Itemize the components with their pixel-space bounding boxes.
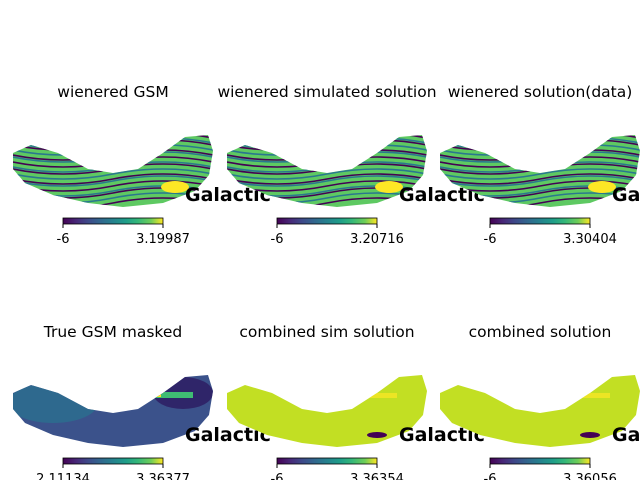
projection-label: Galactic [185,184,271,206]
colorbar [489,217,591,225]
colorbar-min-label: 2.11134 [36,472,90,480]
colorbar [276,457,378,465]
projection-label: Galactic [399,184,485,206]
map-bright-spot [588,181,616,193]
colorbar-max-label: 3.36377 [136,472,190,480]
map-stripe [13,168,213,180]
colorbar-min-label: -6 [271,232,284,247]
colorbar [62,457,164,465]
sky-map [13,135,213,207]
colorbar-max-label: 3.36354 [350,472,404,480]
map-stripe [440,173,640,185]
panel-title: wienered GSM [57,83,168,101]
colorbar-min-label: -6 [484,472,497,480]
map-stripe [227,180,427,192]
sky-map [13,375,213,447]
panel-title: wienered simulated solution [217,83,436,101]
galactic-plane [550,393,610,398]
map-stripe [13,180,213,192]
map-bright-spot [375,181,403,193]
map-stripe [13,173,213,185]
map-panel: combined solution Galactic -6 3.36056 [440,323,640,480]
map-stripe [13,175,213,187]
map-masked-spot [367,432,387,438]
map-stripe [227,135,427,139]
colorbar [489,457,591,465]
colorbar-max-label: 3.36056 [563,472,617,480]
colorbar-max-label: 3.20716 [350,232,404,247]
panel-title: combined sim solution [239,323,414,341]
colorbar-min-label: -6 [271,472,284,480]
galactic-plane [123,392,193,398]
galactic-center [145,393,161,397]
colorbar-max-label: 3.19987 [136,232,190,247]
map-masked-spot [580,432,600,438]
projection-label: Galactic [612,424,640,446]
projection-label: Galactic [185,424,271,446]
map-panel: wienered solution(data) Galactic -6 3.30404 [440,83,640,247]
map-stripe [440,175,640,187]
galactic-plane [337,393,397,398]
map-stripe [440,180,640,192]
map-stripe [227,168,427,180]
colorbar-max-label: 3.30404 [563,232,617,247]
map-region [13,383,98,423]
colorbar [276,217,378,225]
map-stripe [227,175,427,187]
colorbar [62,217,164,225]
panel-title: True GSM masked [43,323,182,341]
map-stripe [227,173,427,185]
colorbar-min-label: -6 [484,232,497,247]
map-stripe [440,168,640,180]
panel-title: combined solution [469,323,612,341]
colorbar-min-label: -6 [57,232,70,247]
projection-label: Galactic [399,424,485,446]
map-stripe [440,135,640,139]
panel-title: wienered solution(data) [448,83,633,101]
map-bright-spot [161,181,189,193]
projection-label: Galactic [612,184,640,206]
map-stripe [13,135,213,139]
